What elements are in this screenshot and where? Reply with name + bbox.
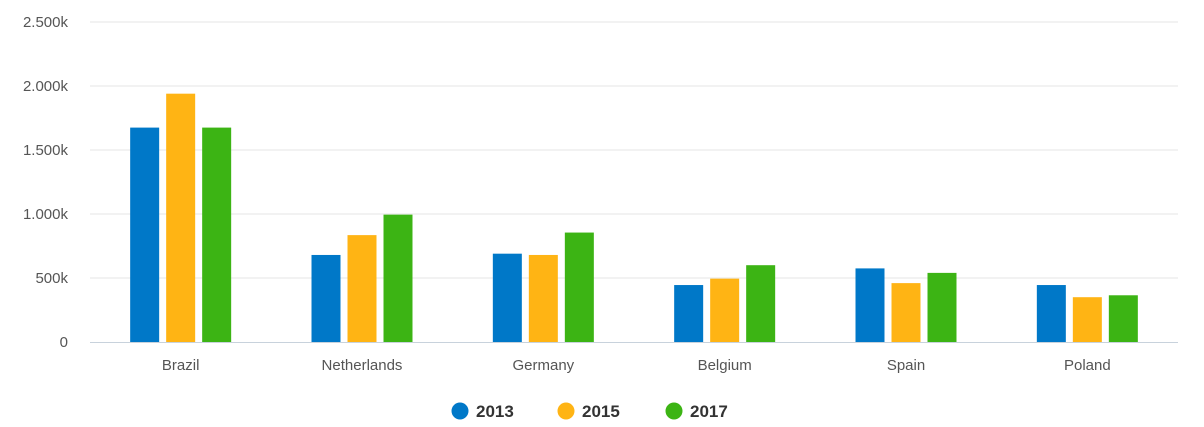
y-tick-label: 1.000k	[23, 206, 69, 223]
bar-2015-germany[interactable]	[528, 254, 558, 342]
legend-marker	[665, 402, 683, 420]
y-tick-label: 1.500k	[23, 142, 69, 159]
bar-2017-germany[interactable]	[564, 232, 594, 342]
bar-2017-poland[interactable]	[1108, 295, 1138, 342]
bar-2015-brazil[interactable]	[166, 93, 196, 343]
bar-2015-netherlands[interactable]	[347, 235, 377, 342]
legend-marker	[557, 402, 575, 420]
legend-item-2015[interactable]: 2015	[557, 402, 620, 421]
legend-item-2013[interactable]: 2013	[451, 402, 514, 421]
bar-2017-spain[interactable]	[927, 272, 957, 342]
y-tick-label: 500k	[35, 270, 68, 287]
x-tick-label: Belgium	[698, 357, 752, 374]
legend-label: 2017	[690, 402, 728, 421]
x-tick-label: Poland	[1064, 357, 1111, 374]
bar-2013-brazil[interactable]	[130, 127, 160, 342]
legend-item-2017[interactable]: 2017	[665, 402, 728, 421]
bar-2015-spain[interactable]	[891, 283, 921, 342]
bar-2015-belgium[interactable]	[710, 278, 740, 342]
x-tick-label: Netherlands	[322, 357, 403, 374]
bar-2013-poland[interactable]	[1036, 285, 1066, 342]
y-axis-ticks: 0 500k 1.000k 1.500k 2.000k 2.500k	[23, 14, 69, 351]
bar-2017-netherlands[interactable]	[383, 214, 413, 342]
bar-2013-germany[interactable]	[492, 253, 522, 342]
bar-2017-brazil[interactable]	[202, 127, 232, 342]
y-tick-label: 0	[60, 334, 68, 351]
bar-2013-spain[interactable]	[855, 268, 885, 342]
bars	[130, 93, 1138, 343]
legend-label: 2013	[476, 402, 514, 421]
bar-2017-belgium[interactable]	[746, 265, 776, 342]
x-tick-label: Spain	[887, 357, 925, 374]
gridlines	[90, 21, 1178, 279]
y-tick-label: 2.000k	[23, 78, 69, 95]
y-tick-label: 2.500k	[23, 14, 69, 31]
bar-2015-poland[interactable]	[1072, 297, 1102, 342]
legend-marker	[451, 402, 469, 420]
bar-2013-belgium[interactable]	[674, 285, 704, 342]
bar-2013-netherlands[interactable]	[311, 254, 341, 342]
x-tick-label: Germany	[512, 357, 574, 374]
x-tick-label: Brazil	[162, 357, 200, 374]
x-axis: Brazil Netherlands Germany Belgium Spain Pola…	[90, 342, 1178, 374]
legend: 2013 2015 2017	[451, 402, 728, 421]
legend-label: 2015	[582, 402, 620, 421]
